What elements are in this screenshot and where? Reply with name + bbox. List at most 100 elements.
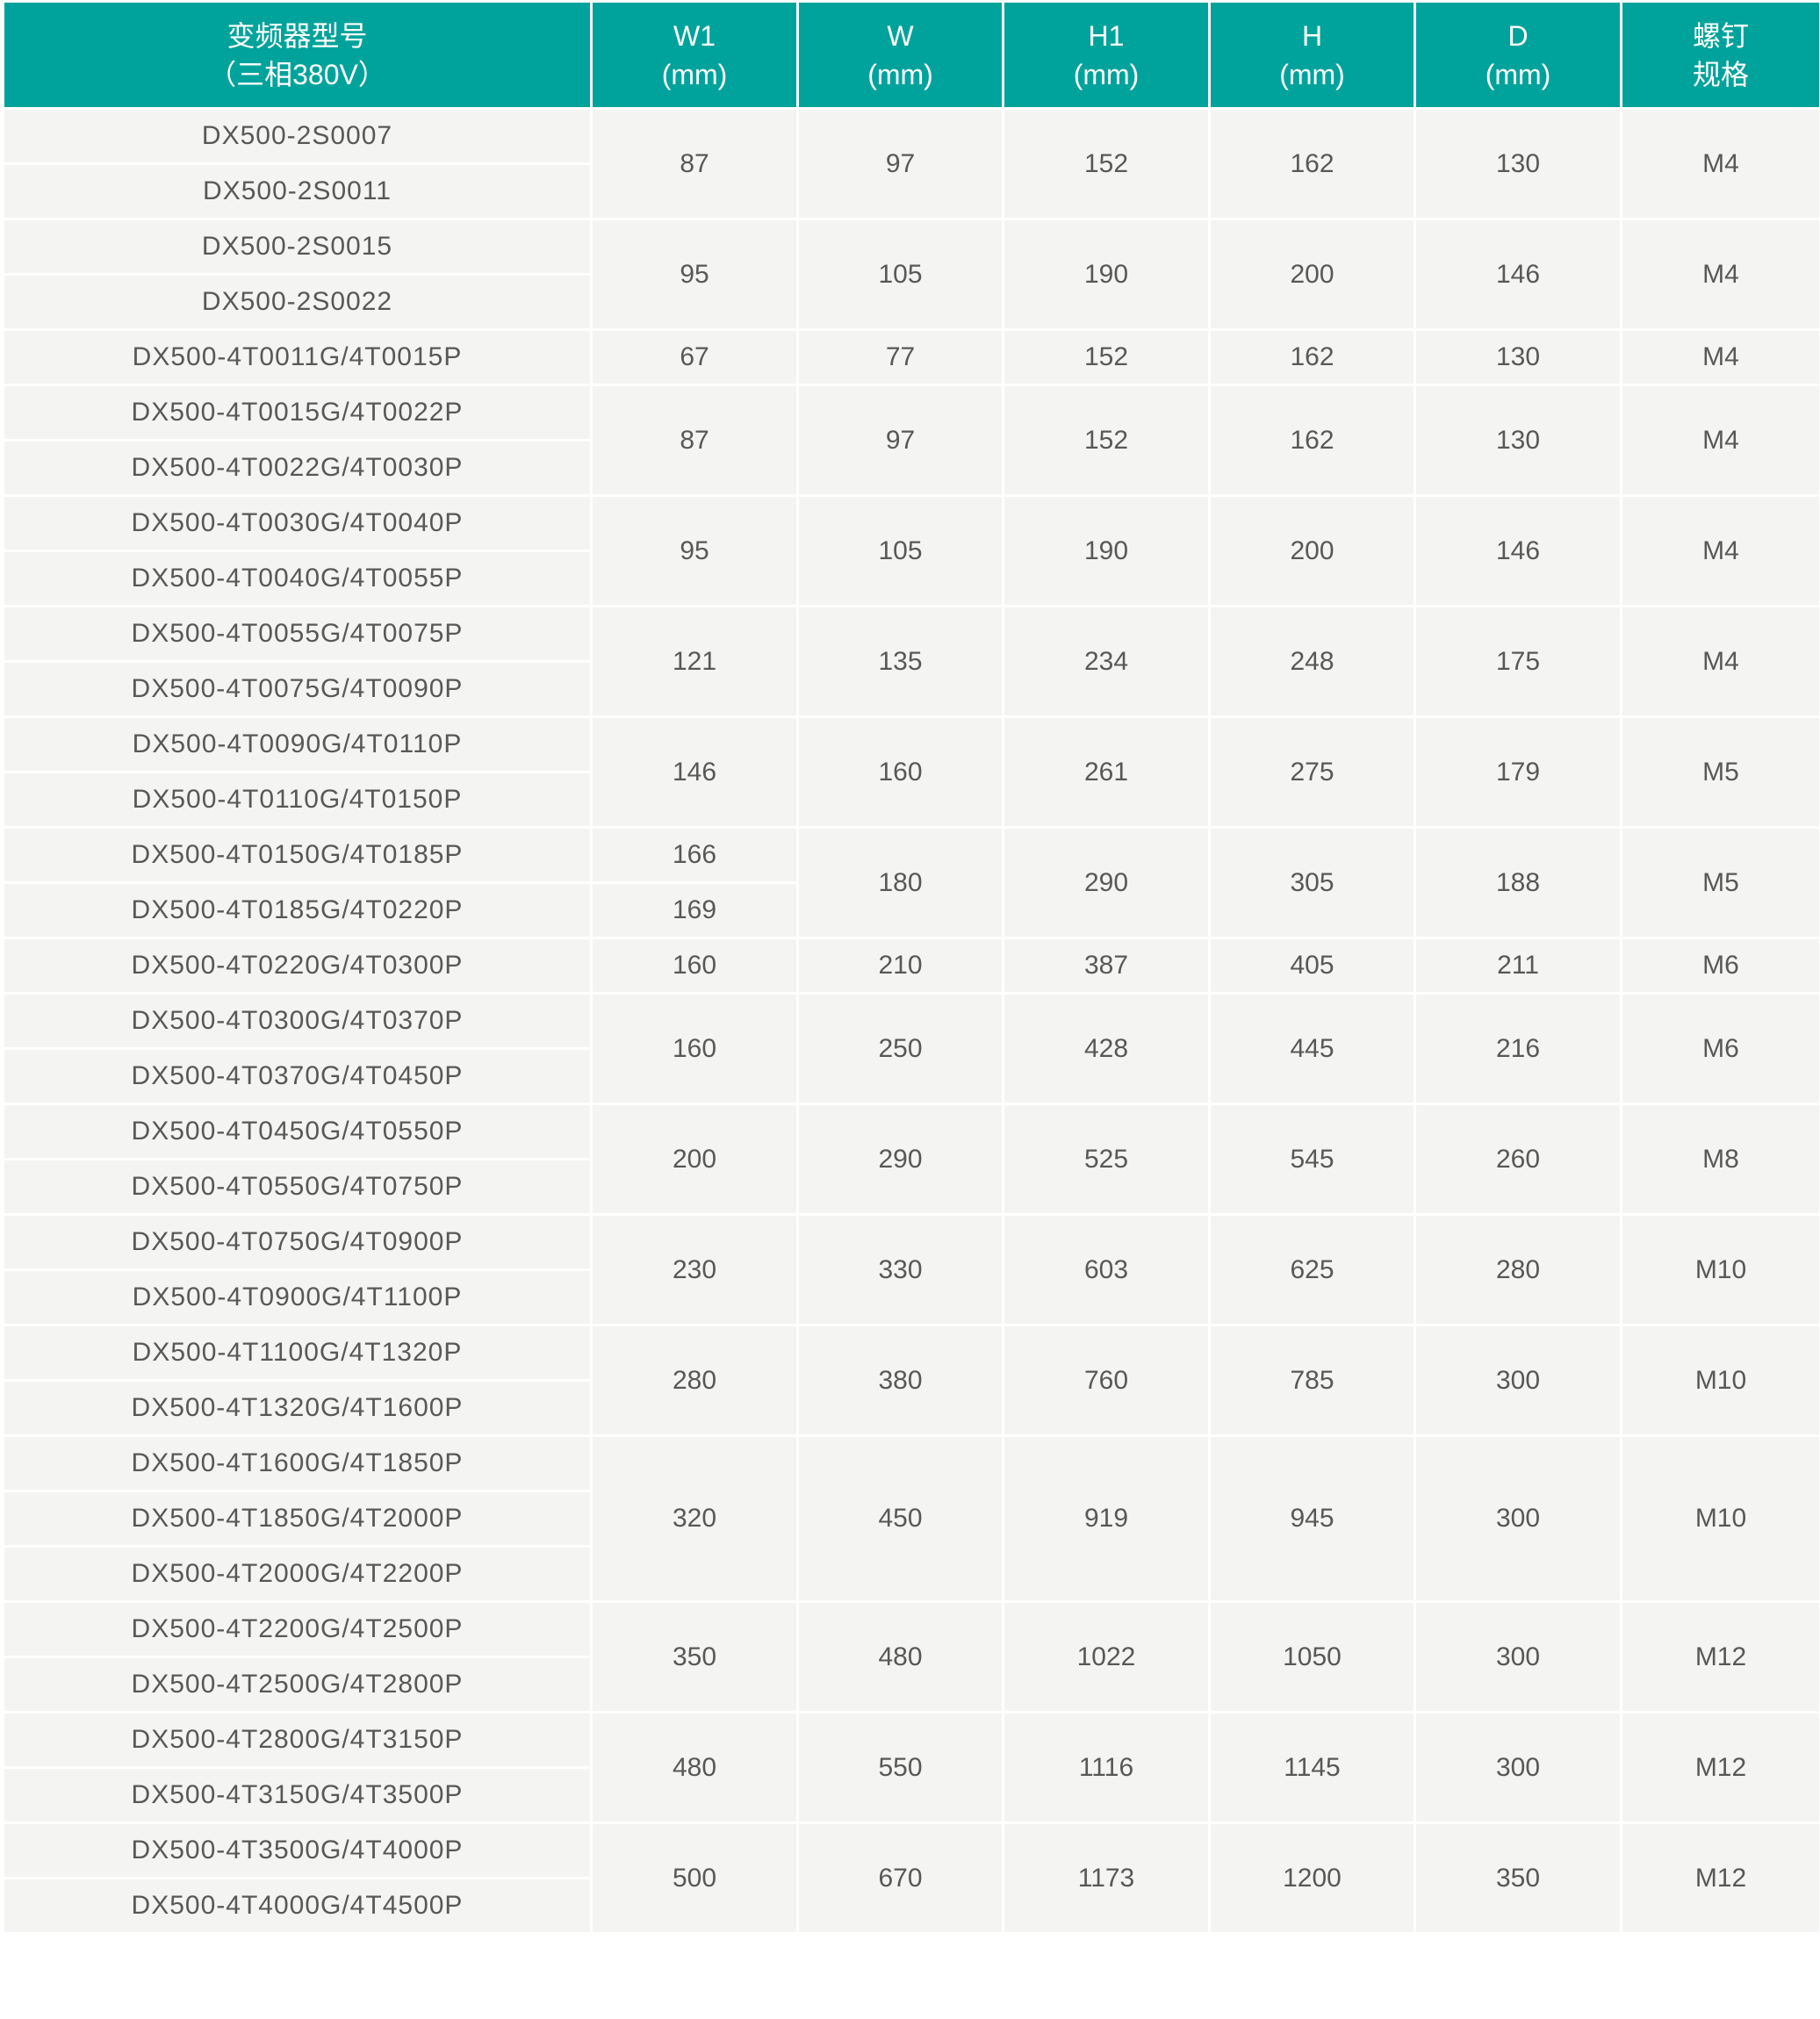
screw-cell: M10 (1620, 1434, 1820, 1603)
header-model: 变频器型号 （三相380V） (2, 0, 593, 110)
h1-cell: 261 (1002, 715, 1211, 829)
model-cell: DX500-2S0011 (2, 162, 593, 220)
table-row: DX500-4T1320G/4T1600P (2, 1379, 1820, 1437)
header-w1: W1 (mm) (590, 0, 799, 110)
model-cell: DX500-4T1600G/4T1850P (2, 1434, 593, 1492)
screw-cell: M6 (1620, 992, 1820, 1105)
w-cell: 550 (796, 1711, 1004, 1824)
h-cell: 275 (1208, 715, 1416, 829)
table-row: DX500-4T0055G/4T0075P 121 135 234 248 175 M4 (2, 605, 1820, 718)
w1-cell: 121 (590, 605, 799, 718)
w1-cell: 480 (590, 1711, 799, 1824)
table-row: DX500-4T0750G/4T0900P 230 330 603 625 280 M10 (2, 1213, 1820, 1326)
table-row: DX500-4T0450G/4T0550P 200 290 525 545 260 M8 (2, 1103, 1820, 1216)
w1-cell: 87 (590, 384, 799, 497)
header-line: H (1301, 19, 1323, 52)
d-cell: 130 (1414, 107, 1622, 220)
model-cell: DX500-4T0220G/4T0300P (2, 937, 593, 995)
h-cell: 1050 (1208, 1600, 1416, 1714)
d-cell: 216 (1414, 992, 1622, 1105)
header-line: 螺钉 (1692, 19, 1749, 52)
h1-cell: 290 (1002, 826, 1211, 939)
w-cell: 97 (796, 107, 1004, 220)
header-w: W (mm) (796, 0, 1004, 110)
w1-cell: 320 (590, 1434, 799, 1603)
h1-cell: 1173 (1002, 1821, 1211, 1935)
table-row: DX500-4T4000G/4T4500P (2, 1877, 1820, 1935)
screw-cell: M5 (1620, 826, 1820, 939)
d-cell: 175 (1414, 605, 1622, 718)
h-cell: 162 (1208, 328, 1416, 386)
w1-cell: 95 (590, 494, 799, 607)
table-row: DX500-4T0370G/4T0450P (2, 1047, 1820, 1105)
table-row: DX500-4T0040G/4T0055P (2, 550, 1820, 607)
table-row: DX500-4T0110G/4T0150P (2, 771, 1820, 829)
table-row: DX500-4T0090G/4T0110P 146 160 261 275 179 M5 (2, 715, 1820, 829)
model-cell: DX500-4T0022G/4T0030P (2, 439, 593, 497)
model-cell: DX500-4T3500G/4T4000P (2, 1821, 593, 1879)
model-cell: DX500-4T0015G/4T0022P (2, 384, 593, 442)
h1-cell: 152 (1002, 384, 1211, 497)
w-cell: 450 (796, 1434, 1004, 1603)
d-cell: 130 (1414, 328, 1622, 386)
h1-cell: 234 (1002, 605, 1211, 718)
model-cell: DX500-4T0030G/4T0040P (2, 494, 593, 552)
h1-cell: 428 (1002, 992, 1211, 1105)
header-row: 变频器型号 （三相380V） W1 (mm) W (mm) H1 (mm) H (mm) … (2, 0, 1820, 110)
h-cell: 1145 (1208, 1711, 1416, 1824)
table-row: DX500-4T0030G/4T0040P 95 105 190 200 146 M4 (2, 494, 1820, 607)
w1-cell: 169 (590, 881, 799, 939)
w-cell: 97 (796, 384, 1004, 497)
model-cell: DX500-2S0015 (2, 218, 593, 276)
table-row: DX500-4T0900G/4T1100P (2, 1268, 1820, 1326)
header-line: (mm) (1073, 58, 1140, 90)
model-cell: DX500-4T1100G/4T1320P (2, 1324, 593, 1382)
w-cell: 330 (796, 1213, 1004, 1326)
h-cell: 248 (1208, 605, 1416, 718)
h-cell: 162 (1208, 384, 1416, 497)
model-cell: DX500-4T0110G/4T0150P (2, 771, 593, 829)
screw-cell: M5 (1620, 715, 1820, 829)
screw-cell: M12 (1620, 1711, 1820, 1824)
h1-cell: 760 (1002, 1324, 1211, 1437)
model-cell: DX500-4T0075G/4T0090P (2, 660, 593, 718)
header-line: D (1507, 19, 1529, 52)
w1-cell: 200 (590, 1103, 799, 1216)
h-cell: 545 (1208, 1103, 1416, 1216)
model-cell: DX500-2S0022 (2, 273, 593, 331)
model-cell: DX500-4T1320G/4T1600P (2, 1379, 593, 1437)
d-cell: 280 (1414, 1213, 1622, 1326)
model-cell: DX500-4T0055G/4T0075P (2, 605, 593, 663)
h1-cell: 190 (1002, 494, 1211, 607)
header-line: 变频器型号 (227, 19, 368, 52)
h-cell: 945 (1208, 1434, 1416, 1603)
table-row: DX500-2S0015 95 105 190 200 146 M4 (2, 218, 1820, 331)
header-line: (mm) (661, 58, 728, 90)
screw-cell: M10 (1620, 1324, 1820, 1437)
header-line: 规格 (1692, 58, 1749, 90)
w-cell: 180 (796, 826, 1004, 939)
table-row: DX500-4T0185G/4T0220P 169 (2, 881, 1820, 939)
w1-cell: 67 (590, 328, 799, 386)
d-cell: 300 (1414, 1600, 1622, 1714)
table-row: DX500-2S0011 (2, 162, 1820, 220)
h-cell: 625 (1208, 1213, 1416, 1326)
header-line: （三相380V） (208, 58, 386, 90)
d-cell: 300 (1414, 1711, 1622, 1824)
d-cell: 300 (1414, 1434, 1622, 1603)
table-row: DX500-4T0550G/4T0750P (2, 1158, 1820, 1216)
model-cell: DX500-4T0150G/4T0185P (2, 826, 593, 884)
h-cell: 785 (1208, 1324, 1416, 1437)
w1-cell: 350 (590, 1600, 799, 1714)
model-cell: DX500-4T3150G/4T3500P (2, 1766, 593, 1824)
header-line: W (887, 19, 914, 52)
model-cell: DX500-4T0750G/4T0900P (2, 1213, 593, 1271)
model-cell: DX500-4T0300G/4T0370P (2, 992, 593, 1050)
screw-cell: M4 (1620, 107, 1820, 220)
table-row: DX500-4T2200G/4T2500P 350 480 1022 1050 300 M1… (2, 1600, 1820, 1714)
d-cell: 146 (1414, 218, 1622, 331)
w1-cell: 95 (590, 218, 799, 331)
w1-cell: 280 (590, 1324, 799, 1437)
model-cell: DX500-4T0040G/4T0055P (2, 550, 593, 607)
model-cell: DX500-4T0900G/4T1100P (2, 1268, 593, 1326)
